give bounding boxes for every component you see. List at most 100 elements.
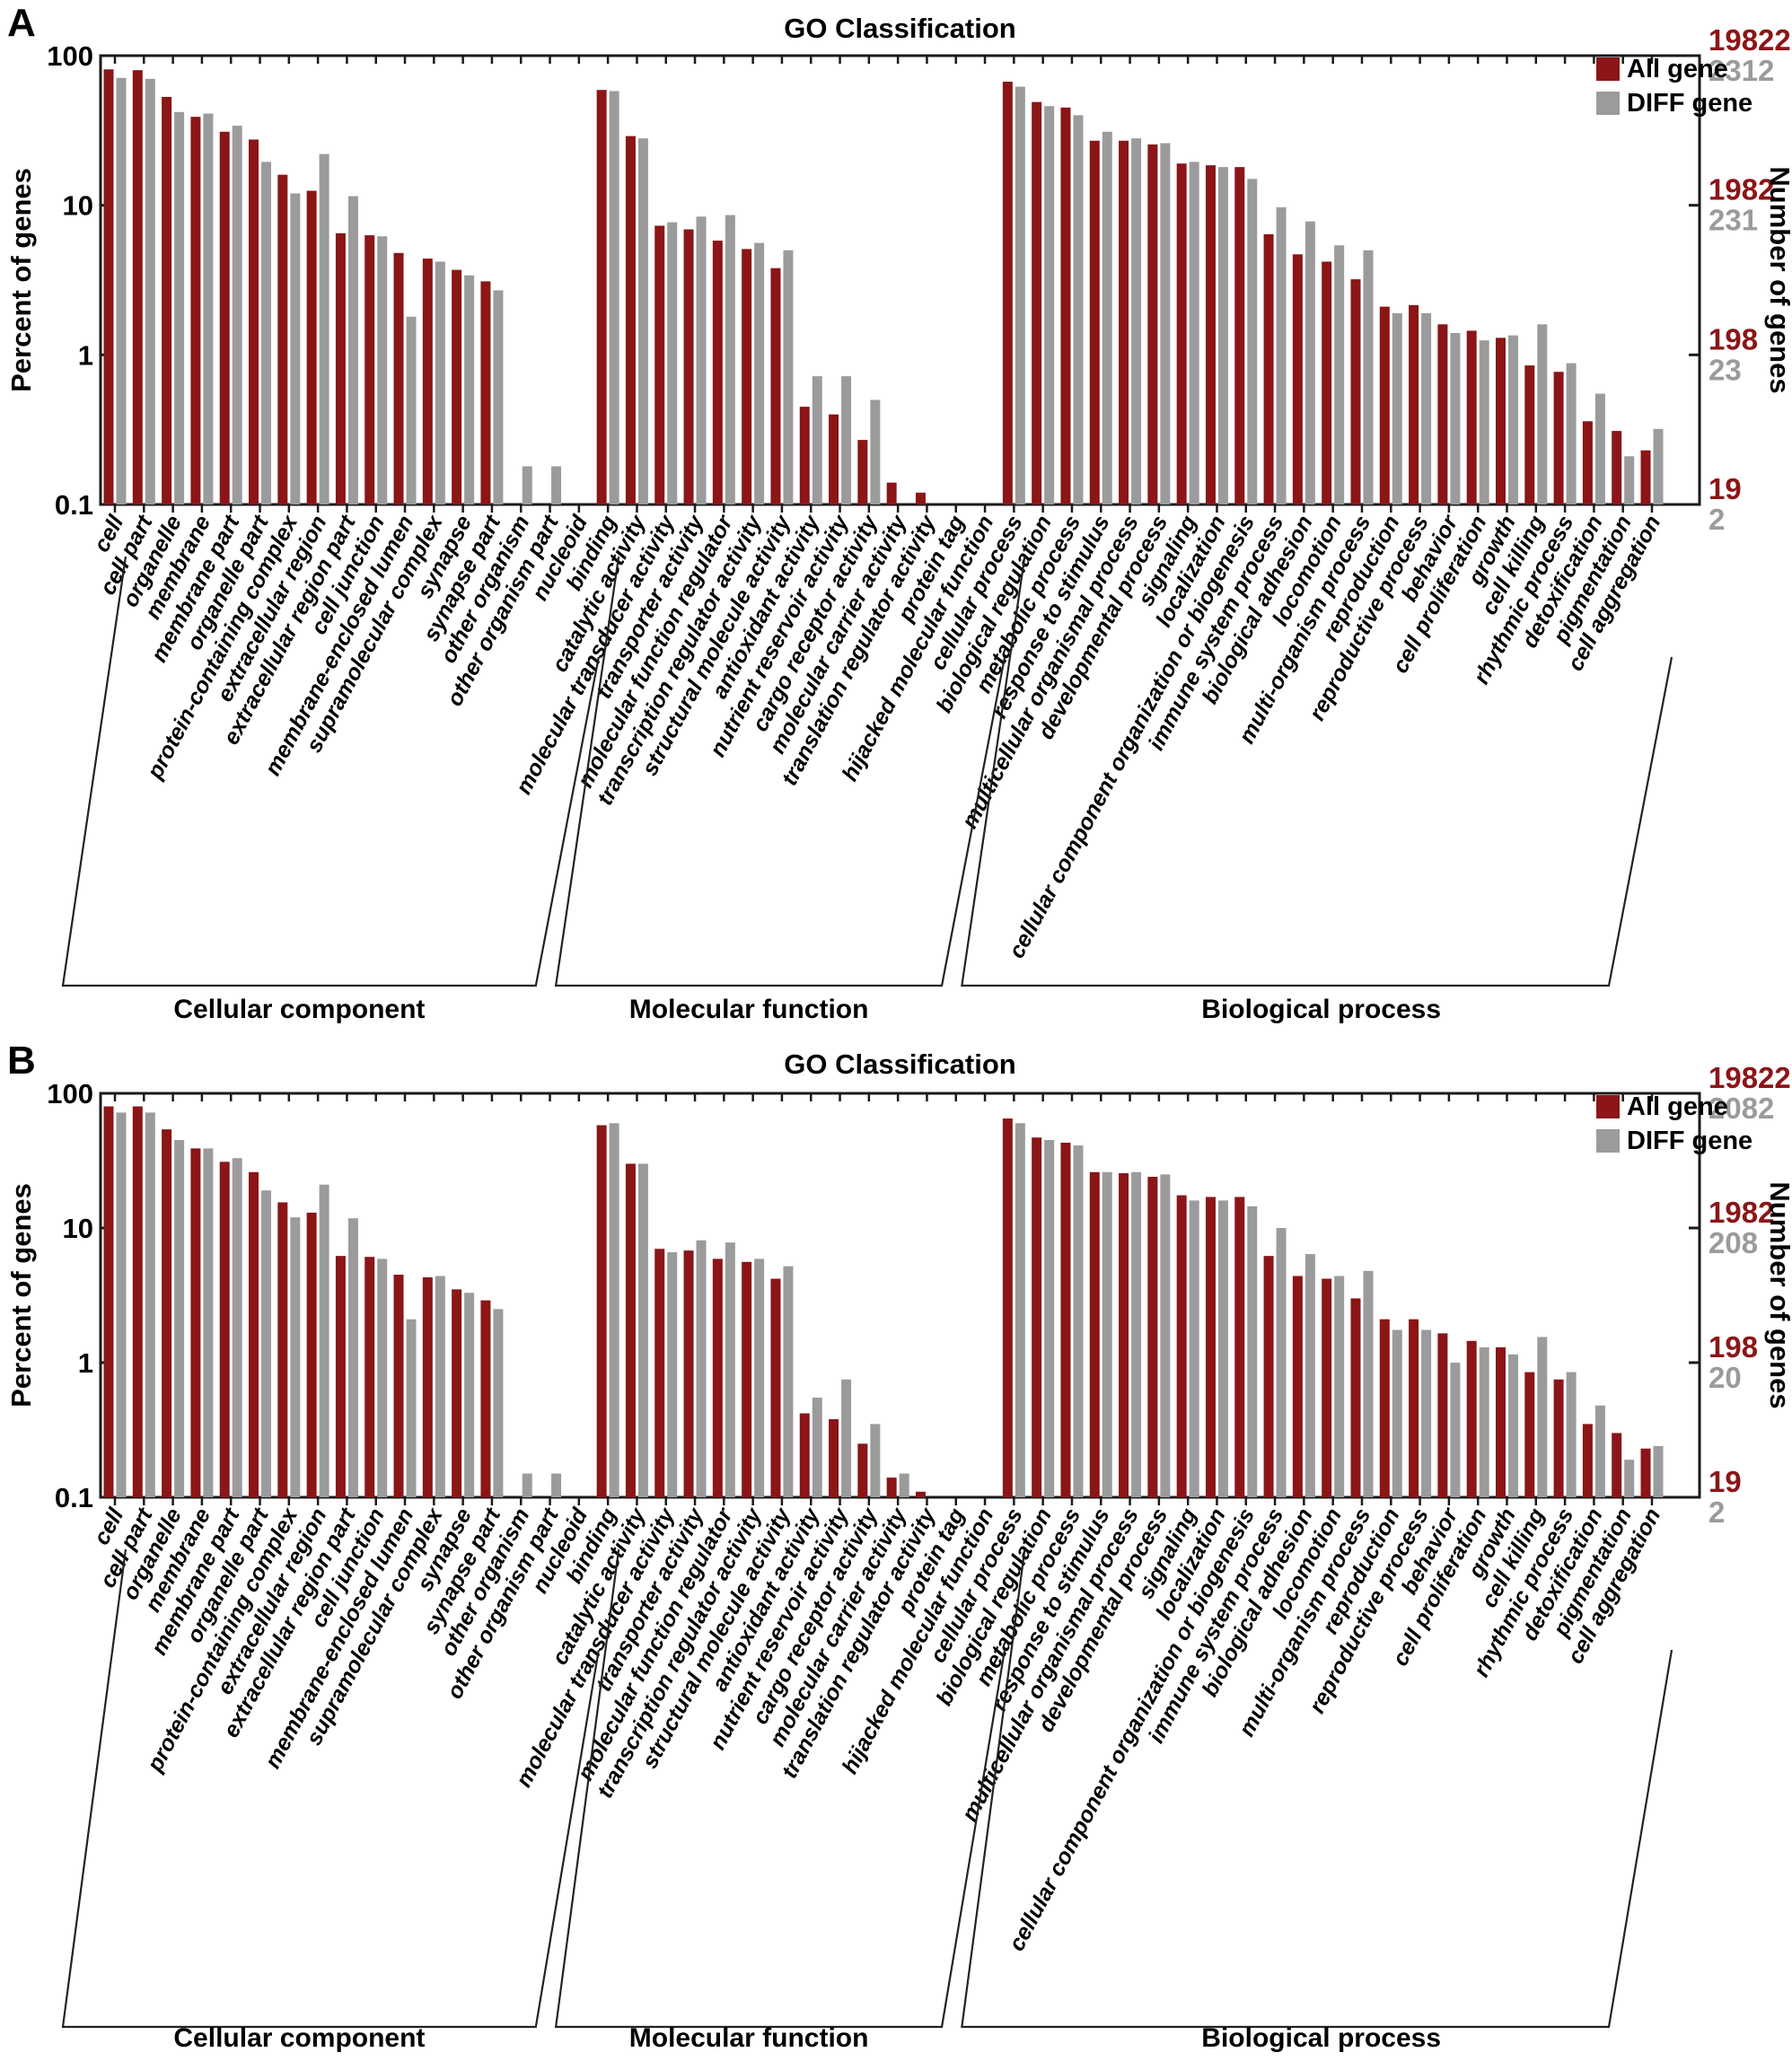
bar-all-gene <box>452 269 462 504</box>
group-caption: Biological process <box>1201 995 1441 1024</box>
legend-label-all-gene: All gene <box>1627 1092 1728 1121</box>
legend-label-diff-gene: DIFF gene <box>1627 1127 1752 1155</box>
bar-diff-gene <box>841 376 852 504</box>
bar-diff-gene <box>1247 1206 1258 1497</box>
bar-all-gene <box>132 1106 143 1497</box>
bar-diff-gene <box>1363 250 1374 504</box>
bar-diff-gene <box>696 1240 707 1497</box>
bar-diff-gene <box>1653 1445 1664 1497</box>
bar-all-gene <box>1350 1298 1361 1497</box>
y-axis-tick-label: 0.1 <box>55 1482 93 1513</box>
group-caption: Molecular function <box>629 995 869 1024</box>
bar-diff-gene <box>261 1190 272 1497</box>
bar-diff-gene <box>522 466 532 504</box>
y2-axis-all-label: 198 <box>1709 1330 1758 1364</box>
bar-diff-gene <box>1131 1171 1142 1497</box>
bar-all-gene <box>1379 306 1390 504</box>
bar-all-gene <box>625 136 636 504</box>
bar-all-gene <box>799 407 810 504</box>
bar-all-gene <box>335 1256 346 1497</box>
group-caption: Molecular function <box>629 2023 869 2053</box>
bar-all-gene <box>1147 144 1158 504</box>
bar-diff-gene <box>609 1123 619 1497</box>
bar-all-gene <box>277 174 288 504</box>
bar-all-gene <box>335 232 346 504</box>
bar-diff-gene <box>696 216 707 504</box>
bar-diff-gene <box>1334 245 1345 504</box>
y2-axis-diff-label: 208 <box>1709 1226 1758 1259</box>
group-caption: Cellular component <box>173 2023 425 2053</box>
bar-all-gene <box>1032 1137 1042 1497</box>
bar-diff-gene <box>1334 1276 1345 1497</box>
y2-axis-diff-label: 2312 <box>1709 54 1774 87</box>
bar-diff-gene <box>637 138 648 505</box>
panel-A: A GO Classification 100 19822 2312 10 1982 231 1… <box>0 0 1792 1030</box>
bar-diff-gene <box>1392 312 1402 504</box>
bar-all-gene <box>219 1162 230 1497</box>
bar-diff-gene <box>1304 221 1315 505</box>
panel-letter: B <box>7 1039 36 1083</box>
y2-axis-all-label: 1982 <box>1709 1196 1774 1229</box>
bar-diff-gene <box>377 1259 388 1497</box>
bar-all-gene <box>1409 304 1419 504</box>
legend-swatch-all-gene <box>1596 57 1620 81</box>
bar-all-gene <box>857 1443 868 1497</box>
legend-swatch-diff-gene <box>1596 92 1620 115</box>
group-bracket <box>554 556 1006 987</box>
bar-diff-gene <box>1507 335 1518 504</box>
bar-all-gene <box>742 249 752 504</box>
bar-all-gene <box>1322 1278 1332 1497</box>
bar-diff-gene <box>347 1218 358 1497</box>
bar-diff-gene <box>319 1184 329 1497</box>
y2-axis-all-label: 1982 <box>1709 173 1774 206</box>
y2-axis-diff-label: 2 <box>1709 503 1725 536</box>
bar-all-gene <box>1002 1118 1013 1497</box>
bar-diff-gene <box>637 1163 648 1497</box>
y2-axis-diff-label: 2 <box>1709 1495 1725 1529</box>
y2-axis-title: Number of genes <box>1764 166 1792 393</box>
bar-all-gene <box>1263 233 1274 504</box>
bar-diff-gene <box>783 1266 794 1497</box>
y-axis-tick-label: 100 <box>47 1078 93 1109</box>
bar-all-gene <box>1060 107 1071 504</box>
y2-axis-diff-label: 2082 <box>1709 1092 1774 1125</box>
bar-diff-gene <box>1363 1270 1374 1497</box>
bar-all-gene <box>654 225 665 504</box>
bar-all-gene <box>1089 1171 1100 1497</box>
bar-diff-gene <box>551 1473 562 1497</box>
bar-all-gene <box>249 139 259 504</box>
panel-B: B GO Classification 100 19822 2082 10 1982 208 1… <box>0 1030 1792 2061</box>
bar-all-gene <box>1292 254 1303 504</box>
bar-diff-gene <box>1566 363 1577 504</box>
y-axis-tick-label: 1 <box>78 339 93 371</box>
bar-diff-gene <box>1189 1200 1199 1497</box>
bar-all-gene <box>1176 163 1187 504</box>
bar-all-gene <box>1176 1195 1187 1497</box>
bar-diff-gene <box>203 113 214 505</box>
bar-all-gene <box>103 69 114 504</box>
bar-all-gene <box>422 259 433 504</box>
bar-all-gene <box>1640 1448 1651 1497</box>
bar-diff-gene <box>1624 456 1635 504</box>
bar-all-gene <box>306 1212 317 1497</box>
bar-diff-gene <box>754 242 765 504</box>
legend-swatch-diff-gene <box>1596 1129 1620 1153</box>
bar-diff-gene <box>174 1140 185 1497</box>
panel-letter: A <box>7 1 36 45</box>
bar-all-gene <box>1147 1176 1158 1497</box>
bar-all-gene <box>1292 1276 1303 1497</box>
bar-diff-gene <box>812 376 822 504</box>
bar-diff-gene <box>1102 131 1112 504</box>
bar-all-gene <box>1553 372 1564 504</box>
y-axis-title: Percent of genes <box>5 168 37 392</box>
bar-all-gene <box>625 1163 636 1497</box>
bar-diff-gene <box>406 1319 417 1497</box>
bar-all-gene <box>1379 1319 1390 1497</box>
bar-all-gene <box>712 1259 723 1497</box>
bar-all-gene <box>683 229 694 504</box>
bar-diff-gene <box>174 111 185 505</box>
legend-label-all-gene: All gene <box>1627 55 1728 83</box>
bar-all-gene <box>452 1289 462 1497</box>
